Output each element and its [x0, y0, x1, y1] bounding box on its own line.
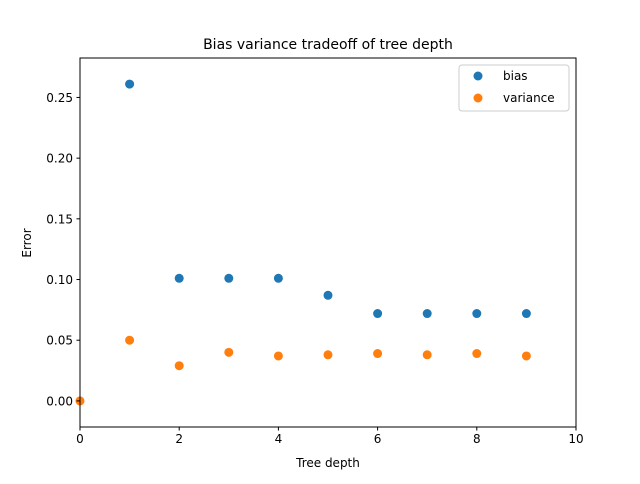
x-tick-label: 0: [76, 432, 84, 446]
plot-frame: [79, 57, 577, 428]
y-tick-label: 0.15: [46, 212, 73, 226]
x-axis: 0 2 4 6 8 10: [76, 427, 584, 446]
y-tick-label: 0.20: [46, 152, 73, 166]
y-tick-label: 0.25: [46, 91, 73, 105]
plot-marks: [75, 79, 531, 406]
y-tick-label: 0.00: [46, 394, 73, 408]
variance-point: [422, 350, 432, 360]
variance-point: [125, 335, 135, 345]
bias-point: [472, 309, 482, 319]
x-tick-label: 2: [175, 432, 183, 446]
bias-point: [521, 309, 531, 319]
bias-point: [422, 309, 432, 319]
y-tick-label: 0.05: [46, 334, 73, 348]
variance-point: [323, 350, 333, 360]
bias-point: [323, 290, 333, 300]
legend-label-variance: variance: [503, 91, 555, 105]
x-tick-label: 10: [568, 432, 583, 446]
legend-box: [458, 64, 570, 112]
legend: bias variance: [458, 64, 570, 112]
bias-point: [273, 273, 283, 283]
variance-point: [224, 347, 234, 357]
bias-point: [174, 273, 184, 283]
y-axis: 0.00 0.05 0.10 0.15 0.20 0.25: [46, 91, 80, 408]
variance-point: [273, 351, 283, 361]
x-axis-label: Tree depth: [295, 456, 360, 470]
variance-point: [521, 351, 531, 361]
x-tick-label: 6: [374, 432, 382, 446]
y-tick-label: 0.10: [46, 273, 73, 287]
x-tick-label: 4: [275, 432, 283, 446]
bias-point: [373, 309, 383, 319]
bias-point: [125, 79, 135, 89]
variance-point: [472, 349, 482, 359]
legend-marker-variance: [473, 93, 483, 103]
variance-point: [174, 361, 184, 371]
bias-point: [224, 273, 234, 283]
chart-title: Bias variance tradeoff of tree depth: [203, 37, 453, 53]
legend-marker-bias: [473, 71, 483, 81]
y-axis-label: Error: [20, 228, 34, 257]
legend-label-bias: bias: [503, 69, 528, 83]
x-tick-label: 8: [473, 432, 481, 446]
variance-point: [373, 349, 383, 359]
